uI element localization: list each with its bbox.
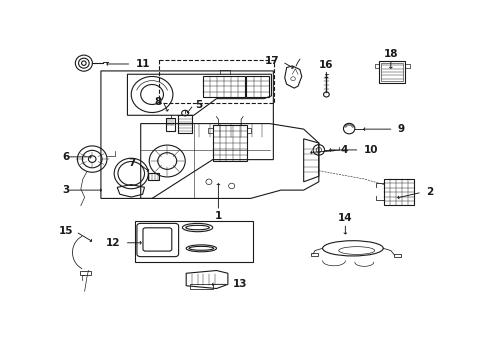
Bar [393, 255, 400, 257]
Bar [379, 61, 405, 84]
Text: 12: 12 [106, 238, 121, 248]
Text: 16: 16 [319, 59, 333, 69]
Text: 11: 11 [135, 59, 150, 69]
Text: 17: 17 [264, 57, 279, 67]
Text: 15: 15 [58, 226, 73, 236]
Bar [80, 270, 91, 275]
Bar [381, 63, 403, 81]
Text: 6: 6 [62, 152, 70, 162]
Text: 8: 8 [154, 96, 162, 107]
Bar [135, 221, 252, 262]
Bar [212, 125, 246, 161]
Text: 10: 10 [363, 145, 377, 155]
Text: 13: 13 [232, 279, 247, 289]
Bar [166, 118, 175, 131]
Bar [178, 115, 192, 133]
Text: 18: 18 [383, 49, 397, 59]
Text: 4: 4 [340, 145, 347, 156]
Bar [159, 60, 274, 103]
Text: 3: 3 [62, 185, 70, 195]
Bar [245, 76, 268, 97]
Text: 2: 2 [425, 187, 432, 197]
Bar [311, 253, 317, 256]
Text: 5: 5 [195, 100, 202, 109]
Bar [383, 179, 413, 205]
Text: 7: 7 [128, 158, 136, 168]
Text: 1: 1 [214, 211, 222, 221]
Bar [147, 174, 159, 180]
Bar [189, 284, 212, 289]
Text: 9: 9 [397, 124, 404, 134]
Bar [203, 76, 244, 97]
Text: 14: 14 [337, 213, 352, 223]
